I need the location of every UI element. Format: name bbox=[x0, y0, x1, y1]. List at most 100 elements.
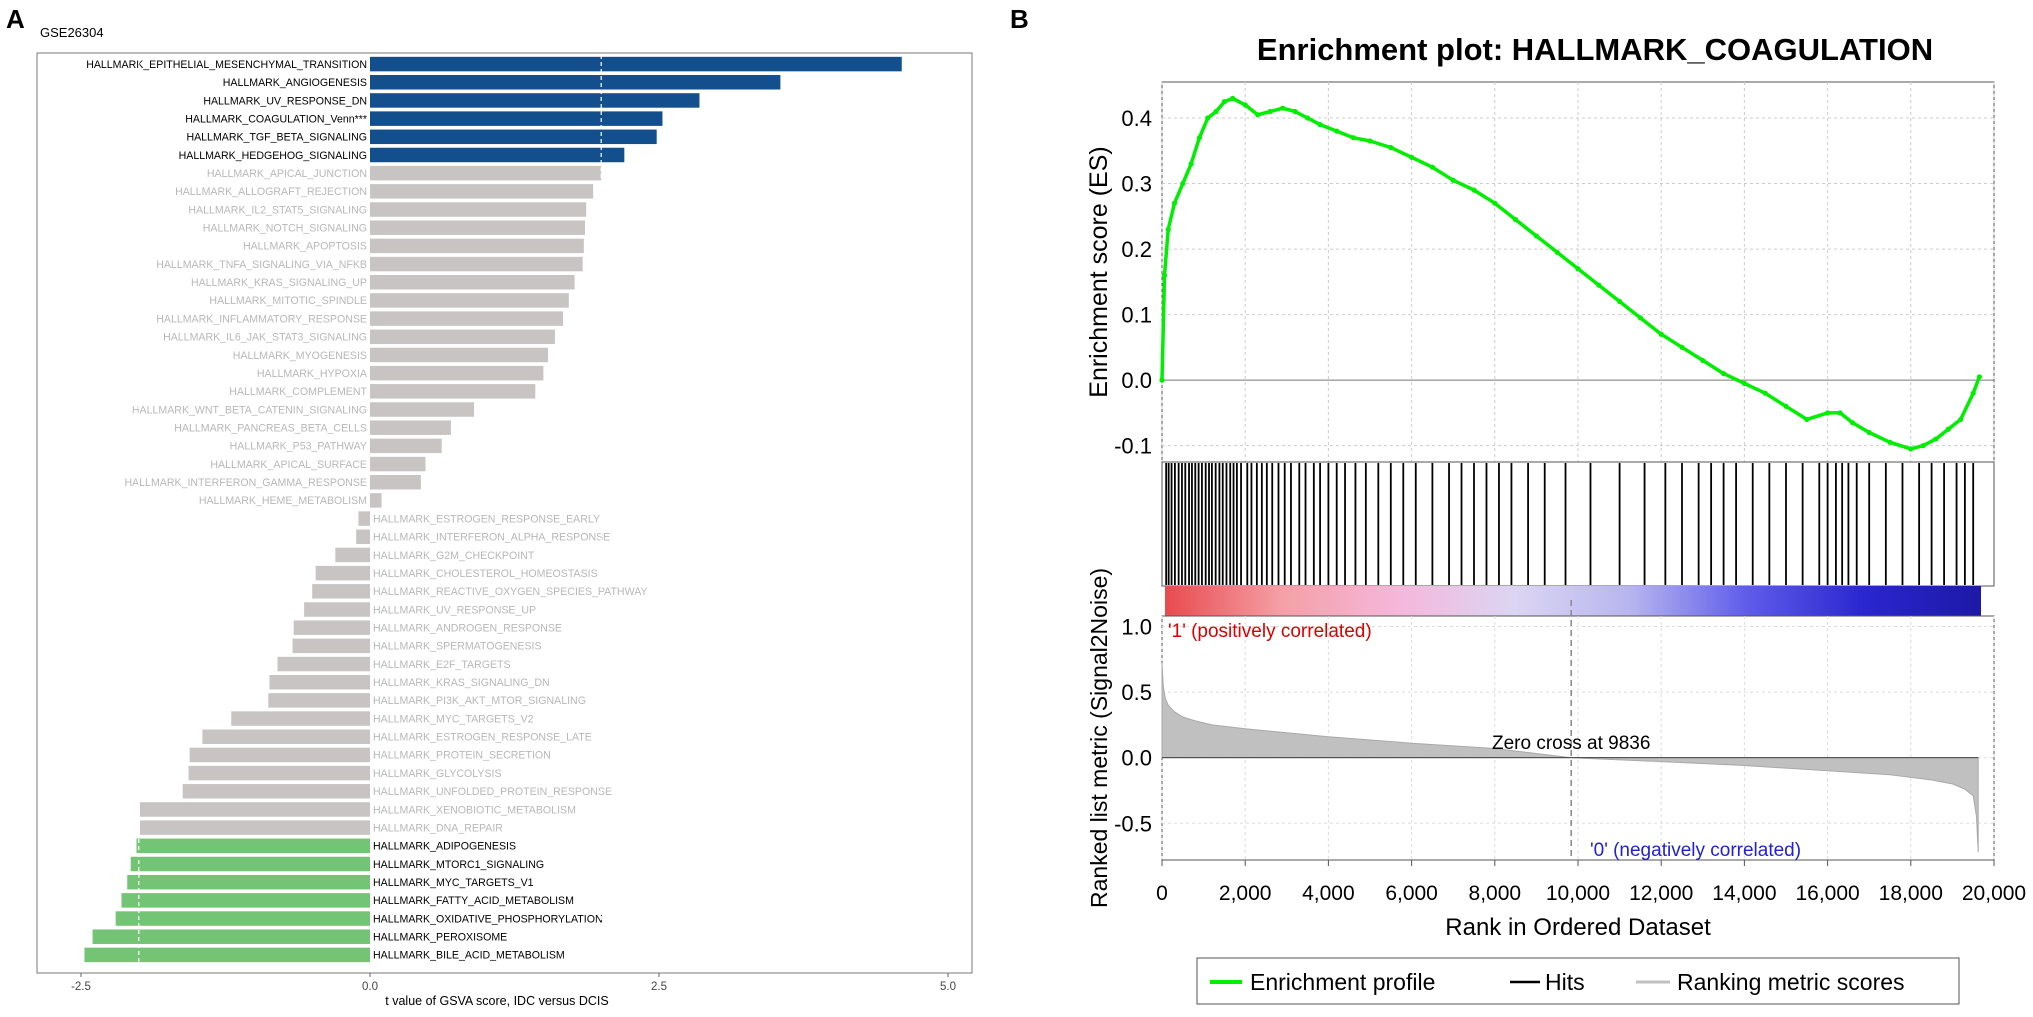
bar-hallmark-kras-signaling-up bbox=[370, 275, 575, 290]
es-point bbox=[1970, 390, 1976, 396]
legend-enrichment-label: Enrichment profile bbox=[1250, 969, 1435, 995]
bar-label: HALLMARK_INTERFERON_GAMMA_RESPONSE bbox=[124, 477, 367, 489]
bar-hallmark-oxidative-phosphorylation bbox=[115, 911, 371, 926]
es-point bbox=[1221, 99, 1227, 105]
bar-hallmark-p53-pathway bbox=[370, 438, 442, 454]
es-point bbox=[1388, 144, 1394, 151]
bar-label: HALLMARK_SPERMATOGENESIS bbox=[373, 641, 542, 653]
bar-label: HALLMARK_COMPLEMENT bbox=[229, 386, 367, 398]
bar-hallmark-uv-response-up bbox=[304, 602, 370, 617]
panel-b-letter: B bbox=[1010, 4, 1029, 34]
bar-label: HALLMARK_INFLAMMATORY_RESPONSE bbox=[156, 313, 367, 325]
bar-hallmark-apoptosis bbox=[370, 238, 584, 254]
panel-a-x-axis-label: t value of GSVA score, IDC versus DCIS bbox=[385, 994, 608, 1008]
bar-hallmark-tgf-beta-signaling bbox=[370, 129, 657, 145]
bar-hallmark-interferon-gamma-response bbox=[370, 474, 421, 490]
bar-label: HALLMARK_ADIPOGENESIS bbox=[373, 841, 516, 853]
es-point bbox=[1267, 108, 1273, 115]
bar-label: HALLMARK_DNA_REPAIR bbox=[373, 822, 503, 834]
b-x-tick-label: 6,000 bbox=[1385, 882, 1438, 905]
panel-b-legend: Enrichment profile Hits Ranking metric s… bbox=[1196, 957, 1960, 1005]
es-point bbox=[1161, 272, 1168, 278]
bar-label: HALLMARK_PEROXISOME bbox=[373, 932, 507, 944]
bar-label: HALLMARK_KRAS_SIGNALING_DN bbox=[373, 677, 550, 689]
es-point bbox=[1679, 344, 1685, 350]
bar-hallmark-protein-secretion bbox=[189, 747, 370, 763]
es-point bbox=[1887, 439, 1893, 445]
b-x-tick-label: 10,000 bbox=[1546, 882, 1610, 905]
bar-label: HALLMARK_E2F_TARGETS bbox=[373, 659, 511, 671]
es-point bbox=[1242, 102, 1248, 108]
bar-hallmark-adipogenesis bbox=[136, 838, 370, 854]
es-point bbox=[1196, 135, 1203, 141]
b-x-tick-label: 18,000 bbox=[1879, 882, 1943, 905]
bar-label: HALLMARK_EPITHELIAL_MESENCHYMAL_TRANSITI… bbox=[86, 59, 367, 71]
es-panel-frame bbox=[1161, 81, 1995, 463]
es-point bbox=[1513, 216, 1519, 223]
bar-hallmark-myc-targets-v2 bbox=[231, 711, 370, 726]
positive-correlation-label: '1' (positively correlated) bbox=[1168, 621, 1372, 642]
bar-label: HALLMARK_MYOGENESIS bbox=[233, 350, 367, 362]
es-point bbox=[1429, 164, 1435, 170]
b-x-tick-label: 2,000 bbox=[1219, 882, 1272, 905]
bar-hallmark-allograft-rejection bbox=[370, 184, 594, 199]
es-point bbox=[1367, 138, 1373, 144]
x-tick-label: 2.5 bbox=[651, 981, 667, 993]
es-point bbox=[1255, 112, 1261, 118]
es-point bbox=[1205, 115, 1211, 121]
es-point bbox=[1471, 187, 1477, 193]
bar-hallmark-hedgehog-signaling bbox=[370, 147, 625, 163]
es-y-tick-label: 0.2 bbox=[1121, 237, 1152, 262]
es-point bbox=[1804, 416, 1810, 423]
bar-hallmark-il2-stat5-signaling bbox=[370, 202, 587, 217]
bar-hallmark-g2m-checkpoint bbox=[335, 547, 370, 563]
es-point bbox=[1866, 429, 1872, 436]
bar-hallmark-apical-junction bbox=[370, 165, 602, 181]
es-point bbox=[1762, 390, 1768, 396]
bar-hallmark-androgen-response bbox=[293, 620, 370, 635]
bar-label: HALLMARK_APICAL_JUNCTION bbox=[207, 168, 367, 180]
bar-label: HALLMARK_MITOTIC_SPINDLE bbox=[209, 295, 367, 307]
bar-label: HALLMARK_XENOBIOTIC_METABOLISM bbox=[373, 804, 576, 816]
es-point bbox=[1492, 200, 1498, 206]
bar-label: HALLMARK_OXIDATIVE_PHOSPHORYLATION bbox=[373, 913, 603, 925]
bar-label: HALLMARK_REACTIVE_OXYGEN_SPECIES_PATHWAY bbox=[373, 586, 648, 598]
es-point bbox=[1317, 121, 1323, 128]
bar-hallmark-epithelial-mesenchymal-transition bbox=[370, 56, 902, 72]
negative-correlation-label: '0' (negatively correlated) bbox=[1590, 840, 1801, 861]
bar-label: HALLMARK_ESTROGEN_RESPONSE_EARLY bbox=[373, 513, 600, 525]
es-point bbox=[1230, 95, 1236, 101]
metric-y-tick-label: 0.5 bbox=[1121, 680, 1152, 705]
b-x-tick-label: 8,000 bbox=[1469, 882, 1522, 905]
es-point bbox=[1920, 443, 1926, 449]
bar-label: HALLMARK_ANDROGEN_RESPONSE bbox=[373, 622, 562, 634]
bar-hallmark-reactive-oxygen-species-pathway bbox=[312, 584, 370, 599]
legend-hits-label: Hits bbox=[1545, 969, 1585, 995]
es-point bbox=[1945, 426, 1951, 432]
panel-b-enrichment-plot: B Enrichment plot: HALLMARK_COAGULATION … bbox=[1010, 4, 2026, 1005]
es-panel: 0.4 0.3 0.2 0.1 0.0 -0.1 Enrichment score (ES… bbox=[1085, 81, 1995, 463]
bar-label: HALLMARK_WNT_BETA_CATENIN_SIGNALING bbox=[132, 404, 367, 416]
b-x-tick-label: 12,000 bbox=[1629, 882, 1693, 905]
bar-hallmark-inflammatory-response bbox=[370, 311, 564, 326]
bar-label: HALLMARK_IL2_STAT5_SIGNALING bbox=[188, 204, 367, 216]
bar-label: HALLMARK_TNFA_SIGNALING_VIA_NFKB bbox=[156, 259, 367, 271]
bar-label: HALLMARK_NOTCH_SIGNALING bbox=[203, 223, 367, 235]
bar-label: HALLMARK_MTORC1_SIGNALING bbox=[373, 859, 544, 871]
es-point bbox=[1721, 370, 1727, 377]
ranking-color-bar bbox=[1165, 586, 1981, 616]
bar-hallmark-coagulation-venn- bbox=[370, 111, 663, 126]
legend-frame bbox=[1196, 957, 1960, 1005]
bar-hallmark-myogenesis bbox=[370, 347, 549, 363]
bar-hallmark-estrogen-response-late bbox=[202, 729, 370, 744]
bar-hallmark-mitotic-spindle bbox=[370, 293, 569, 308]
es-point bbox=[1825, 410, 1831, 416]
bar-label: HALLMARK_APICAL_SURFACE bbox=[210, 459, 367, 471]
metric-y-tick-label: 0.0 bbox=[1121, 746, 1152, 771]
es-point bbox=[1617, 298, 1623, 305]
es-point bbox=[1976, 374, 1983, 380]
bar-label: HALLMARK_HEME_METABOLISM bbox=[199, 495, 367, 507]
es-point bbox=[1596, 282, 1602, 288]
es-point bbox=[1700, 357, 1706, 364]
bar-hallmark-pi3k-akt-mtor-signaling bbox=[268, 693, 370, 708]
